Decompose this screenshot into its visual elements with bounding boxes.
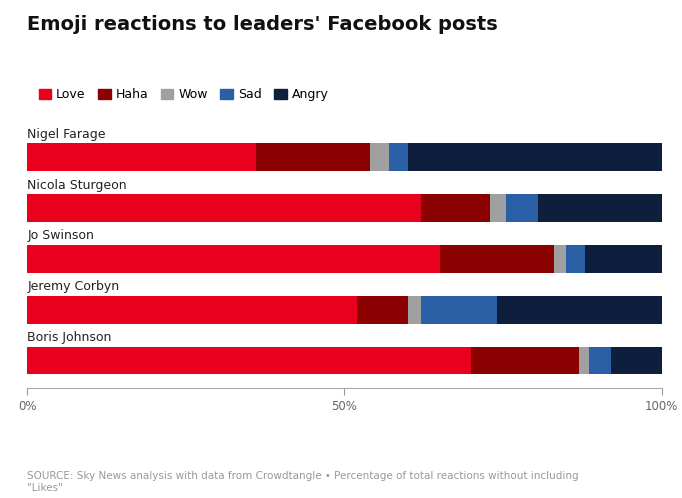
Bar (579, 347, 589, 374)
Bar (589, 347, 611, 374)
Bar (538, 194, 662, 222)
Bar (554, 245, 567, 273)
Bar (421, 296, 496, 324)
Bar (567, 245, 585, 273)
Text: Jeremy Corbyn: Jeremy Corbyn (27, 280, 119, 293)
Bar (440, 245, 554, 273)
Bar (506, 194, 538, 222)
Bar (27, 296, 357, 324)
Bar (408, 296, 421, 324)
Text: Jo Swinson: Jo Swinson (27, 230, 94, 243)
Text: SOURCE: Sky News analysis with data from Crowdtangle • Percentage of total react: SOURCE: Sky News analysis with data from… (27, 472, 579, 493)
Bar (585, 245, 662, 273)
Legend: Love, Haha, Wow, Sad, Angry: Love, Haha, Wow, Sad, Angry (33, 84, 333, 107)
Bar (27, 143, 256, 171)
Text: Boris Johnson: Boris Johnson (27, 331, 112, 344)
Bar (389, 143, 408, 171)
Bar (357, 296, 408, 324)
Bar (421, 194, 490, 222)
Bar (27, 245, 440, 273)
Bar (256, 143, 370, 171)
Bar (408, 143, 662, 171)
Bar (496, 296, 662, 324)
Bar (27, 347, 471, 374)
Bar (471, 347, 579, 374)
Bar (490, 194, 506, 222)
Text: Nigel Farage: Nigel Farage (27, 128, 106, 141)
Bar (611, 347, 662, 374)
Text: Nicola Sturgeon: Nicola Sturgeon (27, 179, 127, 192)
Bar (27, 194, 421, 222)
Bar (370, 143, 389, 171)
Text: Emoji reactions to leaders' Facebook posts: Emoji reactions to leaders' Facebook pos… (27, 15, 498, 34)
